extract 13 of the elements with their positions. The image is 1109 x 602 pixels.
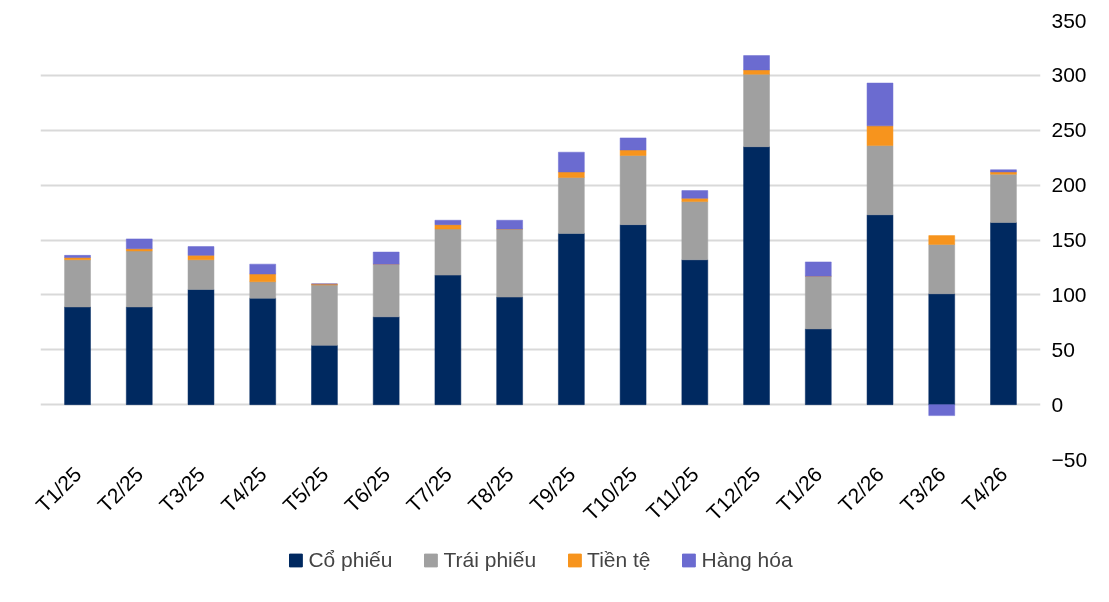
legend-label: Cổ phiếu	[308, 548, 393, 572]
y-tick-label: 150	[1051, 228, 1087, 251]
y-tick-label: 250	[1051, 118, 1087, 142]
y-tick-label: 350	[1051, 8, 1087, 32]
y-tick-label: 200	[1051, 173, 1087, 197]
legend-label: Tiền tệ	[587, 548, 651, 572]
y-tick-label: 0	[1051, 392, 1064, 416]
y-tick-label: −50	[1051, 447, 1088, 471]
y-tick-label: 50	[1051, 337, 1075, 361]
legend-label: Trái phiếu	[443, 548, 537, 572]
y-tick-label: 100	[1051, 282, 1087, 306]
legend-label: Hàng hóa	[701, 548, 793, 572]
y-tick-label: 300	[1051, 63, 1087, 87]
